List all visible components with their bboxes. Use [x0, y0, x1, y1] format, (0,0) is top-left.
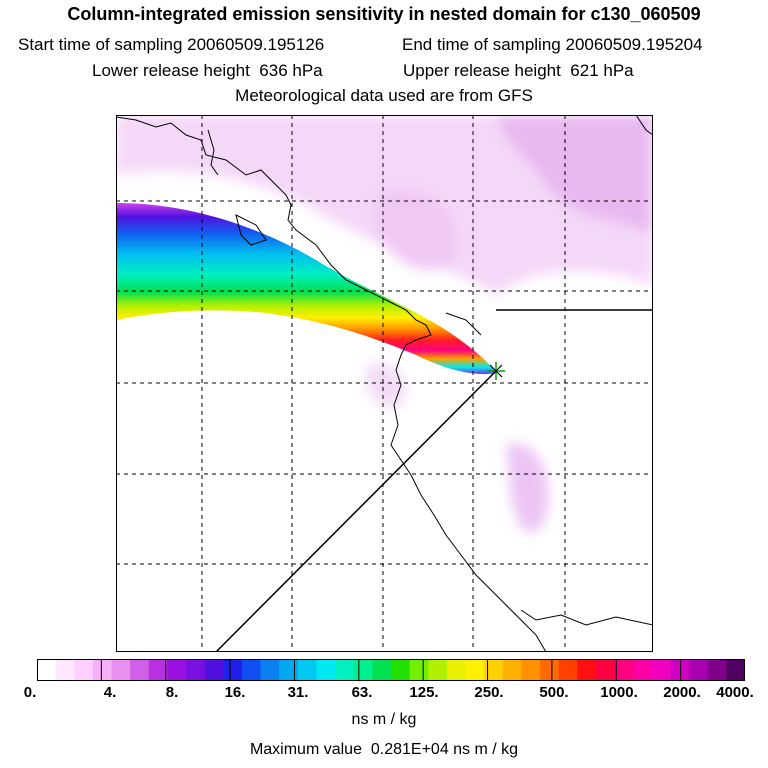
start-time-line: Start time of sampling 20060509.195126	[18, 35, 324, 55]
flight-track	[215, 309, 653, 652]
colorbar-tick: 500.	[539, 684, 569, 701]
colorbar-swatch	[279, 659, 299, 681]
end-time-line: End time of sampling 20060509.195204	[402, 35, 703, 55]
end-time-label: End time of sampling	[402, 35, 561, 54]
colorbar-swatch	[223, 659, 243, 681]
maximum-value-label: Maximum value	[249, 741, 362, 758]
colorbar-swatch	[502, 659, 522, 681]
start-time-label: Start time of sampling	[18, 35, 183, 54]
colorbar-swatch	[92, 659, 113, 681]
colorbar-swatch	[37, 659, 57, 681]
colorbar-swatch	[577, 659, 597, 681]
colorbar-swatch	[633, 659, 653, 681]
receptor-marker	[487, 362, 505, 380]
colorbar-swatch	[186, 659, 206, 681]
colorbar-swatch	[670, 659, 690, 681]
emission-plume	[116, 203, 496, 375]
lower-height-value: 636 hPa	[259, 61, 323, 80]
colorbar-swatch	[465, 659, 485, 681]
map-frame	[116, 115, 653, 652]
colorbar-swatch	[335, 659, 355, 681]
colorbar-tick: 125.	[409, 684, 439, 701]
lower-height-label: Lower release height	[92, 61, 250, 80]
colorbar-swatch	[558, 659, 578, 681]
upper-height-label: Upper release height	[403, 61, 561, 80]
colorbar-tick: 4000.	[716, 684, 754, 701]
upper-height-line: Upper release height 621 hPa	[403, 61, 634, 81]
colorbar-swatch	[651, 659, 671, 681]
colorbar-frame	[37, 659, 745, 681]
colorbar-swatch	[409, 659, 429, 681]
colorbar-tick: 4.	[103, 684, 117, 701]
colorbar-swatch	[726, 659, 745, 681]
colorbar-swatch	[260, 659, 280, 681]
colorbar-tick: 8.	[165, 684, 179, 701]
colorbar-swatch	[391, 659, 411, 681]
maximum-value-line: Maximum value 0.281E+04 ns m / kg	[0, 741, 768, 759]
colorbar-swatch	[111, 659, 131, 681]
coastline	[116, 115, 653, 652]
colorbar-tick: 63.	[351, 684, 373, 701]
background-sensitivity	[116, 115, 653, 533]
colorbar-swatch	[484, 659, 504, 681]
lower-height-line: Lower release height 636 hPa	[92, 61, 323, 81]
colorbar-swatch	[446, 659, 467, 681]
colorbar-swatch	[55, 659, 75, 681]
colorbar-swatch	[167, 659, 187, 681]
colorbar-tick: 0.	[23, 684, 37, 701]
colorbar-swatch	[428, 659, 448, 681]
start-time-value: 20060509.195126	[187, 35, 325, 54]
maximum-value: 0.281E+04 ns m / kg	[370, 741, 519, 758]
colorbar-swatch	[372, 659, 392, 681]
upper-height-value: 621 hPa	[570, 61, 634, 80]
colorbar-swatch	[74, 659, 94, 681]
colorbar-swatch	[148, 659, 168, 681]
colorbar-tick: 16.	[224, 684, 246, 701]
colorbar-tick: 31.	[287, 684, 309, 701]
colorbar-swatch	[540, 659, 560, 681]
colorbar-swatch	[204, 659, 224, 681]
colorbar-swatch	[353, 659, 373, 681]
met-data-note: Meteorological data used are from GFS	[235, 86, 533, 105]
colorbar-tick: 2000.	[663, 684, 701, 701]
colorbar-swatch	[316, 659, 336, 681]
colorbar	[37, 659, 745, 681]
figure-title: Column-integrated emission sensitivity i…	[67, 4, 701, 24]
sensitivity-map	[116, 115, 653, 652]
end-time-value: 20060509.195204	[565, 35, 703, 54]
colorbar-swatch	[595, 659, 616, 681]
colorbar-tick: 1000.	[600, 684, 638, 701]
colorbar-swatch	[521, 659, 541, 681]
colorbar-swatch	[241, 659, 262, 681]
colorbar-units: ns m / kg	[351, 711, 417, 728]
grid-lines	[116, 115, 653, 652]
colorbar-swatch	[689, 659, 709, 681]
colorbar-swatch	[130, 659, 150, 681]
colorbar-swatch	[707, 659, 727, 681]
colorbar-swatch	[614, 659, 634, 681]
colorbar-tick: 250.	[474, 684, 504, 701]
colorbar-swatch	[297, 659, 317, 681]
